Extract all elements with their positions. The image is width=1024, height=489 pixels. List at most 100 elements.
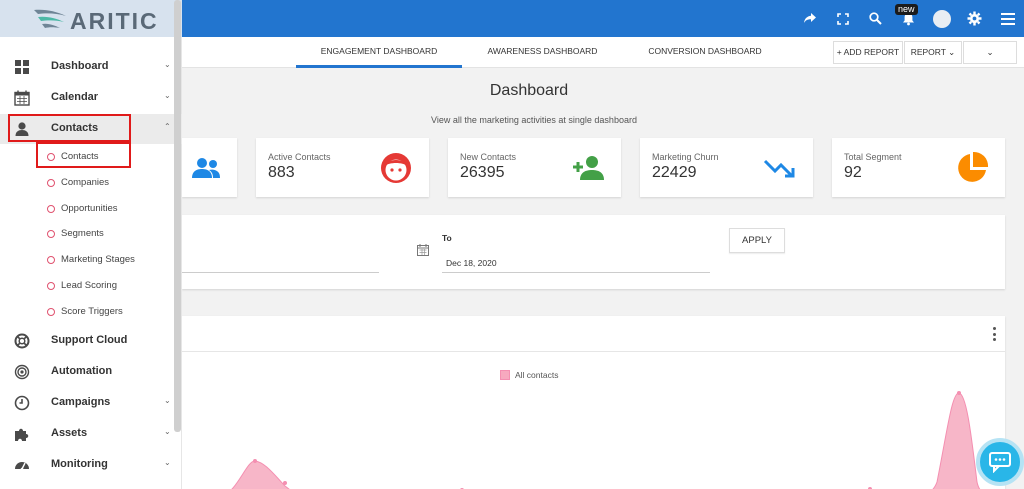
to-date-field[interactable]: Dec 18, 2020 [446,258,497,268]
circle-icon [47,179,55,187]
report-dropdown[interactable]: REPORT ⌄ [904,41,962,64]
sidebar-item-label: Calendar [51,91,99,103]
calendar-icon [14,90,30,106]
tab-conversion-dashboard[interactable]: CONVERSION DASHBOARD [648,46,762,56]
area-chart [231,391,981,489]
gauge-icon [15,462,29,471]
avatar[interactable] [925,0,958,37]
pie-chart-icon [958,151,989,182]
card-value: 92 [844,164,862,181]
sidebar-item-label: Campaigns [51,396,111,408]
sidebar-item-calendar[interactable]: Calendar ⌄ [0,83,182,113]
chevron-down-icon: ⌄ [164,91,171,100]
stat-card-active-contacts: Active Contacts 883 [256,138,429,197]
bell-icon[interactable]: new [892,0,925,37]
sidebar-item-label: Support Cloud [51,334,128,346]
circle-icon [47,256,55,264]
sub-item-contacts[interactable]: Contacts [0,145,182,169]
notification-badge: new [895,4,918,15]
sub-item-label: Lead Scoring [61,280,117,291]
tab-awareness-dashboard[interactable]: AWARENESS DASHBOARD [487,46,598,56]
highlight-box-contacts [8,114,131,142]
data-point [957,391,961,395]
calendar-icon[interactable] [417,244,429,256]
from-date-field[interactable] [182,272,379,273]
chart-header-divider [182,351,1005,352]
chevron-down-icon: ⌄ [164,396,171,405]
contacts-chart-panel: All contacts [182,316,1005,489]
sub-item-label: Score Triggers [61,306,123,317]
logo-text: ARITIC [70,8,159,34]
card-label: Active Contacts [268,152,331,162]
sub-item-companies[interactable]: Companies [0,171,182,195]
sub-item-label: Companies [61,177,110,188]
stat-card-contacts [182,138,237,197]
sub-item-label: Opportunities [61,203,118,214]
menu-icon[interactable] [991,0,1024,37]
chart-legend[interactable]: All contacts [500,370,558,380]
circle-icon [47,282,55,290]
sidebar-item-label: Assets [51,427,88,439]
chat-widget-button[interactable] [976,438,1024,486]
page-subtitle: View all the marketing activities at sin… [431,115,637,125]
series-area-all-contacts [231,392,981,489]
more-dropdown[interactable]: ⌄ [963,41,1017,64]
sidebar-scrollbar[interactable] [174,0,181,432]
logo-area[interactable]: ARITIC [0,0,182,37]
card-value: 26395 [460,164,505,181]
chevron-down-icon: ⌄ [164,60,171,69]
sub-item-lead-scoring[interactable]: Lead Scoring [0,274,182,298]
circle-icon [47,205,55,213]
data-point [283,481,287,485]
chart-options-icon[interactable] [991,327,997,341]
sub-item-marketing-stages[interactable]: Marketing Stages [0,248,182,272]
sidebar-item-label: Dashboard [51,60,109,72]
data-point [253,459,257,463]
to-date-label: To [442,233,452,243]
share-icon[interactable] [793,0,826,37]
face-icon [381,153,411,183]
lifebuoy-icon [14,333,30,349]
chat-icon [989,452,1011,473]
to-date-underline [442,272,710,273]
sidebar: ARITIC Dashboard ⌄ Calendar ⌄ Contacts ⌃… [0,0,182,489]
sub-item-opportunities[interactable]: Opportunities [0,197,182,221]
gear-icon[interactable] [958,0,991,37]
sub-item-label: Segments [61,228,104,239]
sidebar-item-assets[interactable]: Assets ⌄ [0,419,182,449]
card-value: 883 [268,164,295,181]
add-report-button[interactable]: + ADD REPORT [833,41,903,64]
aritic-logo-mark [34,9,66,28]
card-label: Total Segment [844,152,902,162]
date-filter-panel: To Dec 18, 2020 APPLY [182,215,1005,289]
card-value: 22429 [652,164,697,181]
tab-engagement-dashboard[interactable]: ENGAGEMENT DASHBOARD [296,37,462,68]
sidebar-item-contacts[interactable]: Contacts ⌃ [0,114,182,144]
person-icon [15,122,29,136]
sidebar-item-automation[interactable]: Automation [0,357,182,387]
fullscreen-icon[interactable] [826,0,859,37]
legend-swatch [500,370,510,380]
apply-button[interactable]: APPLY [729,228,785,253]
card-label: Marketing Churn [652,152,719,162]
sidebar-item-label: Automation [51,365,113,377]
sub-item-score-triggers[interactable]: Score Triggers [0,300,182,324]
add-person-icon [573,156,604,180]
sidebar-item-label: Monitoring [51,458,108,470]
sidebar-item-support-cloud[interactable]: Support Cloud [0,326,182,356]
sub-item-segments[interactable]: Segments [0,222,182,246]
circle-icon [47,230,55,238]
sidebar-item-campaigns[interactable]: Campaigns ⌄ [0,388,182,418]
sidebar-item-label: Contacts [51,122,99,134]
top-icons: new [793,0,1024,37]
sidebar-item-dashboard[interactable]: Dashboard ⌄ [0,52,182,82]
sidebar-item-monitoring[interactable]: Monitoring ⌄ [0,450,182,480]
chevron-up-icon: ⌃ [164,122,171,131]
dashboard-tabs: ENGAGEMENT DASHBOARD AWARENESS DASHBOARD… [182,37,1024,68]
clock-icon [14,395,30,411]
stat-card-marketing-churn: Marketing Churn 22429 [640,138,813,197]
trending-down-icon [763,159,795,178]
dashboard-icon [15,60,29,74]
target-icon [14,364,30,380]
search-icon[interactable] [859,0,892,37]
